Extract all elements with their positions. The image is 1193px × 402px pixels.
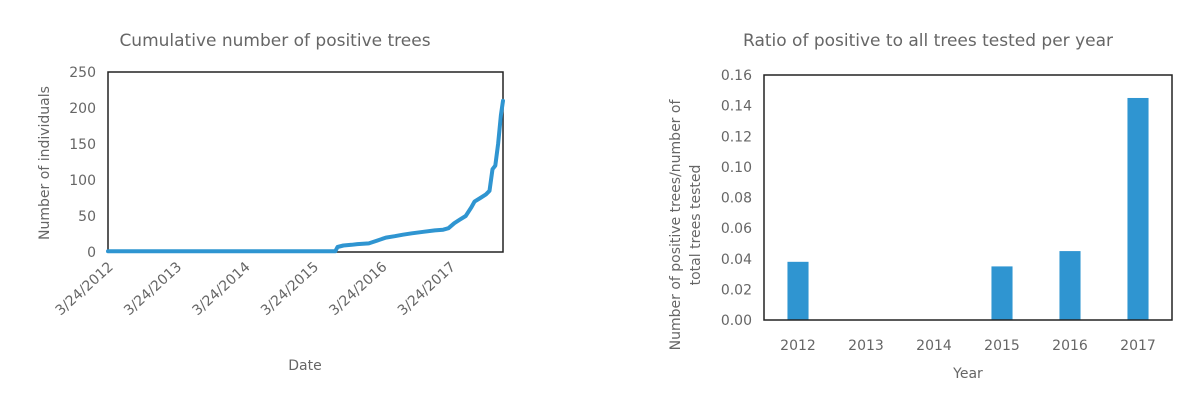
bar-chart-y-axis-label-line-1: Number of positive trees/number of bbox=[668, 99, 684, 351]
line-chart-plot-frame bbox=[107, 71, 504, 253]
bar-chart-y-tick-label: 0.06 bbox=[721, 221, 752, 237]
bar-2017 bbox=[1127, 97, 1149, 320]
line-chart-x-tick-label: 3/24/2013 bbox=[121, 259, 185, 319]
line-chart-y-axis-label: Number of individuals bbox=[37, 86, 53, 240]
bar-chart-x-tick-label: 2016 bbox=[1052, 338, 1088, 354]
bar-chart-y-tick-label: 0.00 bbox=[721, 313, 752, 329]
bar-chart-y-tick-label: 0.10 bbox=[721, 160, 752, 176]
line-chart-x-ticks: 3/24/2012 3/24/2013 3/24/2014 3/24/2015 3/24… bbox=[53, 259, 459, 319]
line-chart-x-tick-label: 3/24/2016 bbox=[326, 259, 390, 319]
bar-chart-y-ticks: 0.00 0.02 0.04 0.06 0.08 0.10 0.12 0.14 0.16 bbox=[721, 68, 752, 329]
line-chart-x-tick-label: 3/24/2012 bbox=[53, 259, 117, 319]
bar-chart-y-tick-label: 0.16 bbox=[721, 68, 752, 84]
line-chart-y-tick-label: 100 bbox=[69, 173, 96, 189]
bar-chart-x-tick-label: 2013 bbox=[848, 338, 884, 354]
line-chart-x-tick-label: 3/24/2015 bbox=[258, 259, 322, 319]
bar-chart-y-tick-label: 0.12 bbox=[721, 129, 752, 145]
bar-chart-x-tick-label: 2015 bbox=[984, 338, 1020, 354]
bar-chart-plot-frame bbox=[763, 74, 1173, 321]
line-chart-y-tick-label: 200 bbox=[69, 101, 96, 117]
bar-chart-title: Ratio of positive to all trees tested pe… bbox=[743, 31, 1113, 51]
bar-chart-x-axis-label: Year bbox=[952, 366, 983, 382]
line-chart-svg: Cumulative number of positive trees Date… bbox=[37, 31, 505, 374]
line-chart-x-axis-label: Date bbox=[288, 358, 321, 374]
line-chart-y-tick-label: 250 bbox=[69, 65, 96, 81]
line-chart-x-tick-label: 3/24/2017 bbox=[395, 259, 459, 319]
bar-2015 bbox=[991, 266, 1013, 320]
line-chart-y-tick-label: 50 bbox=[78, 209, 96, 225]
bar-2012 bbox=[787, 261, 809, 320]
bar-chart-x-tick-label: 2012 bbox=[780, 338, 816, 354]
bar-chart-y-tick-label: 0.02 bbox=[721, 282, 752, 298]
bar-chart-x-ticks: 2012 2013 2014 2015 2016 2017 bbox=[780, 338, 1156, 354]
bar-chart-panel: Ratio of positive to all trees tested pe… bbox=[640, 0, 1193, 402]
line-series-positive-trees bbox=[106, 98, 505, 254]
bar-chart-y-tick-label: 0.08 bbox=[721, 191, 752, 207]
bar-chart-bars bbox=[787, 97, 1149, 320]
bar-chart-y-axis-label-line-2: total trees tested bbox=[688, 165, 704, 286]
line-chart-y-tick-label: 0 bbox=[87, 245, 96, 261]
line-chart-title: Cumulative number of positive trees bbox=[119, 31, 430, 51]
bar-chart-svg: Ratio of positive to all trees tested pe… bbox=[668, 31, 1173, 382]
line-chart-x-tick-label: 3/24/2014 bbox=[189, 259, 253, 319]
bar-chart-x-tick-label: 2014 bbox=[916, 338, 952, 354]
bar-chart-y-tick-label: 0.14 bbox=[721, 99, 752, 115]
bar-chart-y-tick-label: 0.04 bbox=[721, 252, 752, 268]
line-chart-panel: Cumulative number of positive trees Date… bbox=[0, 0, 560, 402]
bar-2016 bbox=[1059, 251, 1081, 320]
line-chart-y-ticks: 0 50 100 150 200 250 bbox=[69, 65, 96, 261]
bar-chart-x-tick-label: 2017 bbox=[1120, 338, 1156, 354]
line-chart-y-tick-label: 150 bbox=[69, 137, 96, 153]
